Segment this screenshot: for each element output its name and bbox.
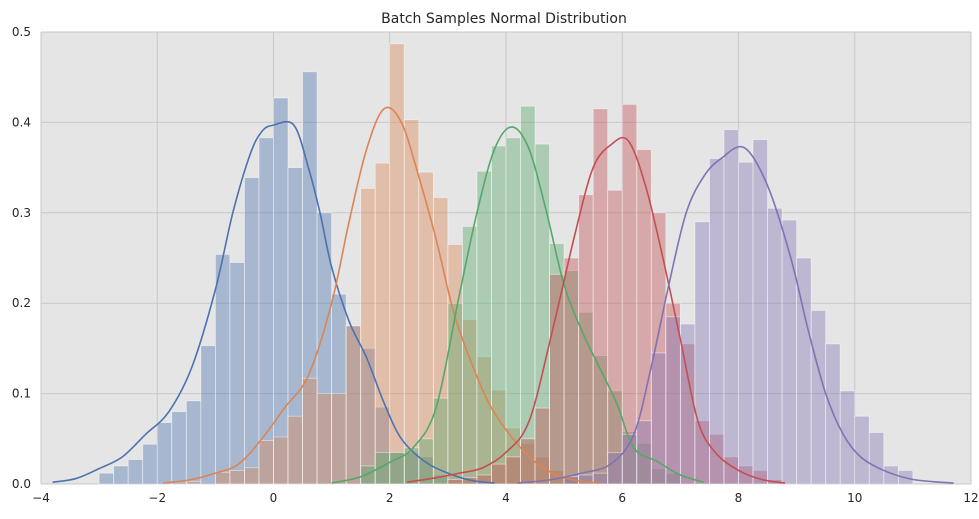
hist-bar: [113, 465, 129, 485]
hist-bar: [767, 207, 783, 485]
hist-bar: [491, 145, 507, 485]
hist-series-4: [360, 105, 681, 485]
x-tick-label: 2: [386, 491, 394, 505]
hist-bar: [287, 415, 303, 485]
kde-curve-8: [517, 145, 954, 484]
y-tick-label: 0.1: [12, 387, 31, 401]
hist-bar: [534, 407, 550, 485]
hist-bar: [374, 162, 391, 485]
hist-bar: [810, 310, 827, 485]
hist-bar: [738, 161, 754, 485]
hist-bar: [476, 170, 492, 485]
hist-bar: [171, 411, 187, 485]
y-tick-label: 0.3: [12, 206, 31, 220]
hist-bar: [302, 377, 318, 485]
hist-series-8: [563, 129, 914, 485]
hist-bar: [316, 393, 333, 485]
hist-bar: [839, 390, 856, 485]
hist-bar: [520, 438, 536, 485]
kde-curves: [52, 106, 954, 484]
hist-bar: [447, 479, 463, 485]
x-tick-label: −2: [148, 491, 166, 505]
y-tick-label: 0.5: [12, 25, 31, 39]
hist-bar: [752, 139, 768, 485]
hist-bar: [229, 470, 245, 485]
x-tick-label: 10: [847, 491, 862, 505]
hist-bar: [491, 463, 507, 485]
hist-bar: [98, 472, 115, 485]
hist-bar: [185, 400, 202, 485]
hist-bar: [258, 440, 274, 485]
hist-bar: [142, 443, 158, 485]
hist-bar: [694, 221, 710, 485]
hist-bar: [781, 219, 798, 485]
hist-bar: [723, 129, 739, 485]
x-tick-label: 12: [963, 491, 978, 505]
x-axis-ticks: −4 −2 0 2 4 6 8 10 12: [32, 491, 978, 505]
hist-bar: [360, 187, 376, 485]
hist-bar: [244, 467, 260, 485]
x-tick-label: 6: [618, 491, 626, 505]
x-tick-label: 0: [270, 491, 278, 505]
hist-bar: [214, 471, 231, 485]
hist-bar: [331, 393, 347, 485]
hist-bar: [650, 352, 667, 485]
kde-curve-4: [331, 126, 704, 484]
hist-bar: [709, 158, 725, 485]
x-tick-label: 4: [502, 491, 510, 505]
hist-bar: [854, 415, 870, 485]
y-axis-ticks: 0.0 0.1 0.2 0.3 0.4 0.5: [12, 25, 31, 491]
hist-bar: [607, 189, 623, 485]
hist-bar: [505, 456, 521, 485]
hist-bar: [418, 438, 434, 485]
hist-bar: [665, 316, 681, 485]
y-tick-label: 0.2: [12, 296, 31, 310]
y-tick-label: 0.4: [12, 115, 31, 129]
kde-curve-6: [407, 136, 786, 484]
hist-bar: [185, 480, 202, 485]
hist-bar: [229, 262, 245, 485]
hist-bar: [360, 465, 376, 485]
chart-title: Batch Samples Normal Distribution: [381, 11, 627, 27]
hist-bar: [549, 273, 565, 485]
hist-bar: [592, 108, 609, 485]
hist-bar: [345, 325, 362, 485]
hist-bar: [273, 97, 289, 485]
hist-bar: [244, 177, 260, 485]
x-tick-label: 8: [735, 491, 743, 505]
histogram-bars: [98, 43, 914, 485]
hist-bar: [200, 345, 216, 485]
kde-curve-0: [52, 120, 495, 484]
hist-series-0: [98, 71, 449, 485]
hist-bar: [403, 119, 420, 485]
hist-bar: [127, 459, 144, 485]
hist-bar: [462, 225, 478, 485]
hist-bar: [273, 436, 289, 485]
hist-bar: [156, 422, 173, 485]
hist-bar: [214, 253, 231, 485]
y-tick-label: 0.0: [12, 477, 31, 491]
x-tick-label: −4: [32, 491, 50, 505]
kde-curve-2: [162, 106, 600, 484]
hist-bar: [868, 432, 885, 485]
